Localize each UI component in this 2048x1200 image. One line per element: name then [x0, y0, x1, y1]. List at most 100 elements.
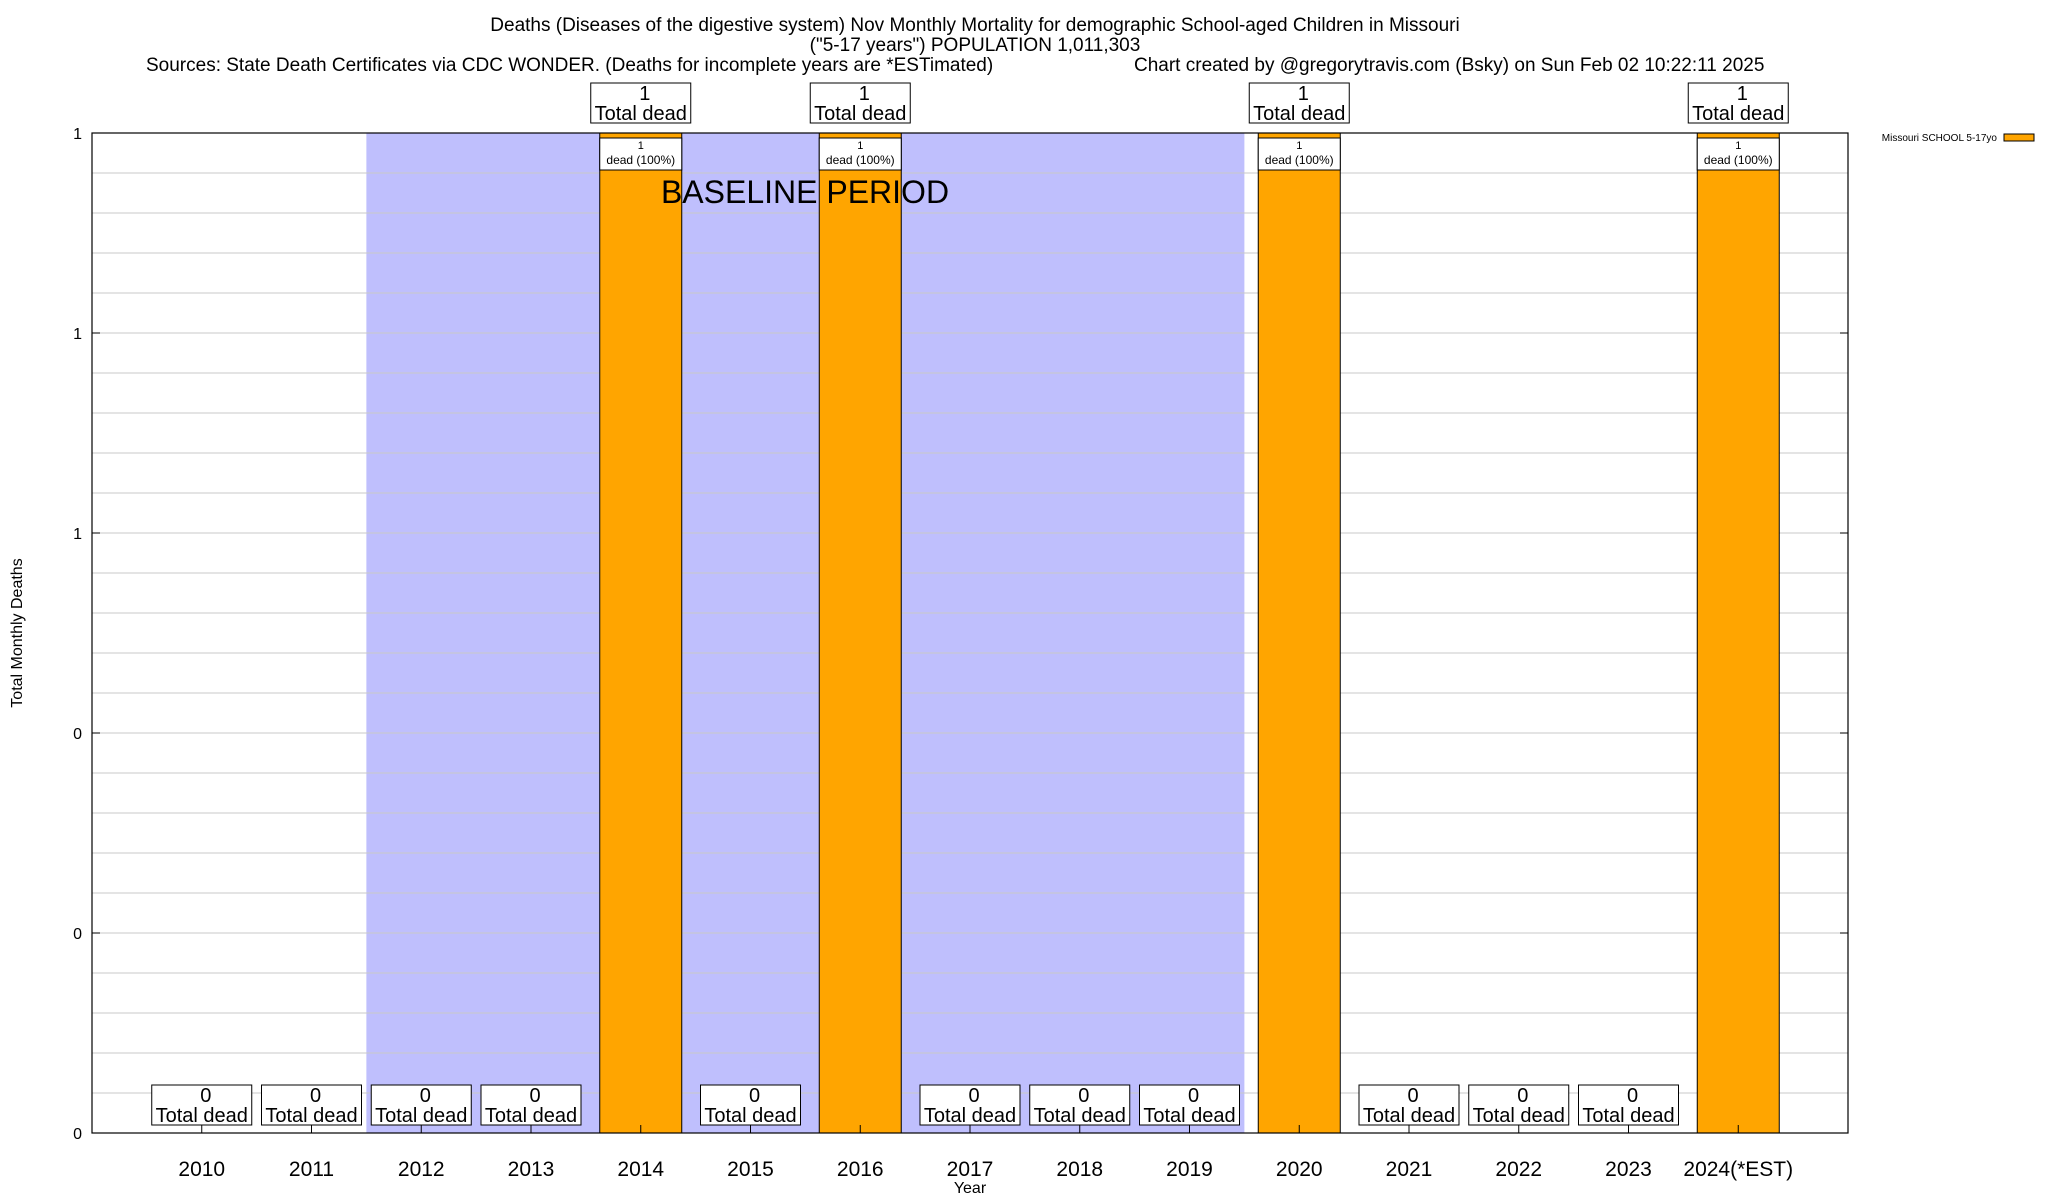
segment-text: dead (100%): [826, 153, 895, 167]
y-axis-label: Total Monthly Deaths: [9, 558, 26, 707]
legend: Missouri SCHOOL 5-17yo: [1882, 133, 2035, 144]
legend-label: Missouri SCHOOL 5-17yo: [1882, 133, 1998, 144]
y-tick-label: 0: [73, 926, 82, 943]
segment-text: dead (100%): [1265, 153, 1334, 167]
total-dead-text: Total dead: [595, 103, 687, 125]
segment-box: [818, 137, 902, 171]
segment-text: dead (100%): [606, 153, 675, 167]
baseline-period-label: BASELINE PERIOD: [661, 174, 949, 210]
segment-count: 1: [857, 140, 863, 152]
total-dead-count: 1: [639, 83, 650, 105]
total-dead-text: Total dead: [1143, 1105, 1235, 1127]
chart-title-line-2: ("5-17 years") POPULATION 1,011,303: [810, 35, 1141, 56]
x-tick-label: 2021: [1386, 1158, 1433, 1181]
total-dead-text: Total dead: [1253, 103, 1345, 125]
bar-2014: [599, 132, 683, 1134]
total-dead-count: 0: [420, 1085, 431, 1107]
total-dead-text: Total dead: [1034, 1105, 1126, 1127]
x-tick-label: 2022: [1495, 1158, 1542, 1181]
total-dead-count: 0: [1627, 1085, 1638, 1107]
x-tick-label: 2016: [837, 1158, 884, 1181]
total-dead-box: [919, 1084, 1021, 1126]
bar-2024(*EST): [1696, 132, 1780, 1134]
x-tick-label: 2024(*EST): [1683, 1158, 1793, 1181]
x-tick-label: 2014: [617, 1158, 664, 1181]
total-dead-text: Total dead: [1692, 103, 1784, 125]
x-tick-label: 2023: [1605, 1158, 1652, 1181]
total-dead-count: 0: [310, 1085, 321, 1107]
x-axis-label: Year: [954, 1180, 987, 1197]
total-dead-text: Total dead: [156, 1105, 248, 1127]
total-dead-box: [261, 1084, 362, 1126]
total-dead-count: 0: [968, 1085, 979, 1107]
y-tick-label: 1: [73, 126, 82, 143]
x-tick-label: 2011: [289, 1158, 334, 1181]
total-dead-box: [1687, 82, 1789, 124]
bar-2016: [818, 132, 902, 1134]
total-dead-count: 0: [200, 1085, 211, 1107]
x-tick-label: 2017: [947, 1158, 994, 1181]
total-dead-count: 1: [859, 83, 870, 105]
total-dead-box: [1139, 1084, 1240, 1126]
segment-box: [1696, 137, 1780, 171]
segment-box: [599, 137, 683, 171]
y-tick-label: 0: [73, 726, 82, 743]
total-dead-text: Total dead: [485, 1105, 577, 1127]
total-dead-box: [1248, 82, 1350, 124]
total-dead-box: [590, 82, 692, 124]
total-dead-count: 1: [1737, 83, 1748, 105]
total-dead-box: [700, 1084, 801, 1126]
total-dead-box: [480, 1084, 582, 1126]
segment-count: 1: [1735, 140, 1741, 152]
segment-text: dead (100%): [1704, 153, 1773, 167]
x-tick-label: 2015: [727, 1158, 774, 1181]
gridlines: [92, 172, 1848, 1094]
total-dead-count: 0: [1517, 1085, 1528, 1107]
total-dead-box: [1029, 1084, 1131, 1126]
total-dead-count: 0: [749, 1085, 760, 1107]
x-tick-label: 2019: [1166, 1158, 1213, 1181]
total-dead-text: Total dead: [1363, 1105, 1455, 1127]
total-dead-text: Total dead: [814, 103, 906, 125]
chart-title-line-1: Deaths (Diseases of the digestive system…: [490, 15, 1459, 36]
x-tick-label: 2018: [1056, 1158, 1103, 1181]
y-tick-label: 1: [73, 326, 82, 343]
baseline-period: [366, 133, 1245, 1133]
x-tick-label: 2010: [178, 1158, 225, 1181]
total-dead-count: 0: [1078, 1085, 1089, 1107]
x-tick-label: 2012: [398, 1158, 445, 1181]
bar-2020: [1257, 132, 1341, 1134]
segment-box: [1257, 137, 1341, 171]
total-dead-count: 0: [529, 1085, 540, 1107]
chart-credit: Chart created by @gregorytravis.com (Bsk…: [1134, 55, 1764, 76]
segment-count: 1: [1296, 140, 1302, 152]
x-axis: 2010 2011 2012 2013 2014 2015 2016 2017 2018 2019…: [178, 1106, 1793, 1181]
y-tick-label: 0: [73, 1126, 82, 1143]
x-tick-label: 2013: [508, 1158, 555, 1181]
total-dead-count: 1: [1298, 83, 1309, 105]
y-tick-label: 1: [73, 526, 82, 543]
total-dead-count: 0: [1407, 1085, 1418, 1107]
x-tick-label: 2020: [1276, 1158, 1323, 1181]
chart-sources: Sources: State Death Certificates via CD…: [146, 55, 993, 76]
bars: [599, 132, 1780, 1134]
total-dead-text: Total dead: [1473, 1105, 1565, 1127]
total-dead-box: [1358, 1084, 1460, 1126]
